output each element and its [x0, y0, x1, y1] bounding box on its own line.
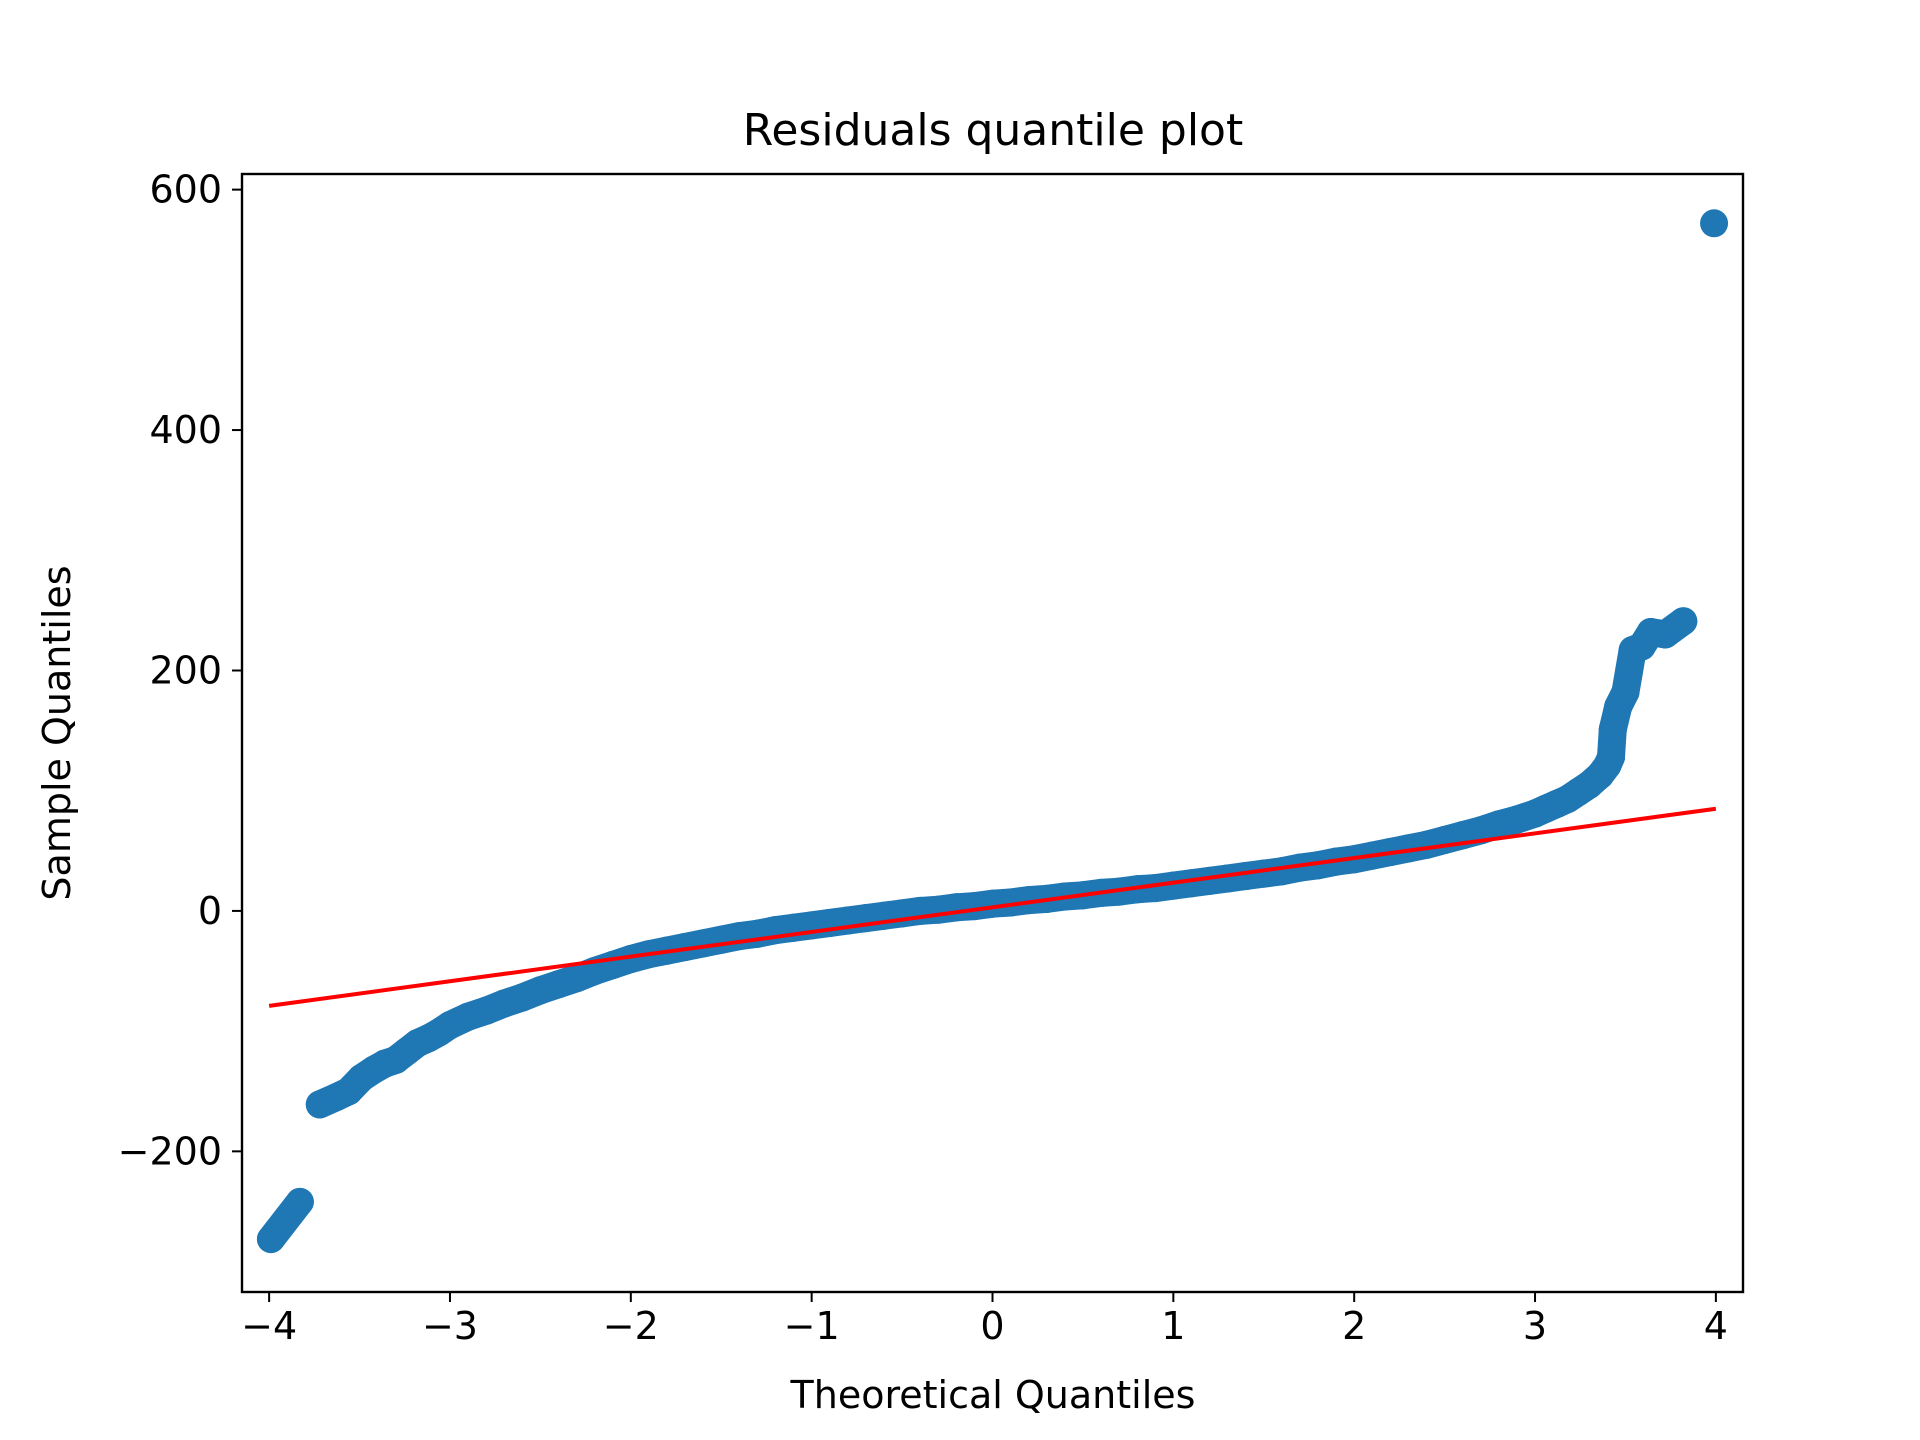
chart-title: Residuals quantile plot: [743, 105, 1243, 156]
sample-point: [285, 1187, 314, 1216]
reference-line-group: [268, 806, 1717, 1008]
x-tick-label: 1: [1161, 1304, 1185, 1348]
x-tick-label: 0: [980, 1304, 1004, 1348]
x-tick-label: −2: [603, 1304, 659, 1348]
x-tick-label: 2: [1342, 1304, 1366, 1348]
x-tick-label: 3: [1523, 1304, 1547, 1348]
y-tick-label: 400: [149, 408, 222, 452]
sample-point: [1598, 715, 1627, 744]
plot-area: [256, 209, 1729, 1254]
x-tick-label: −1: [784, 1304, 840, 1348]
y-tick-label: 0: [198, 889, 222, 933]
reference-line: [268, 806, 1717, 1008]
sample-point: [1700, 209, 1729, 238]
y-tick-label: −200: [118, 1129, 222, 1173]
sample-point: [1611, 678, 1640, 707]
x-axis-label: Theoretical Quantiles: [790, 1373, 1196, 1417]
x-tick-label: −4: [241, 1304, 297, 1348]
x-tick-label: 4: [1704, 1304, 1728, 1348]
x-axis-ticks: −4 −3 −2 −1 0 1 2 3 4: [241, 1292, 1728, 1348]
sample-point: [1669, 607, 1698, 636]
y-tick-label: 200: [149, 648, 222, 692]
y-tick-label: 600: [149, 168, 222, 212]
sample-point: [256, 1225, 285, 1254]
y-axis-ticks: −200 0 200 400 600: [118, 168, 242, 1173]
sample-points: [256, 209, 1729, 1254]
x-tick-label: −3: [422, 1304, 478, 1348]
y-axis-label: Sample Quantiles: [35, 565, 79, 900]
sample-point: [1596, 743, 1625, 772]
